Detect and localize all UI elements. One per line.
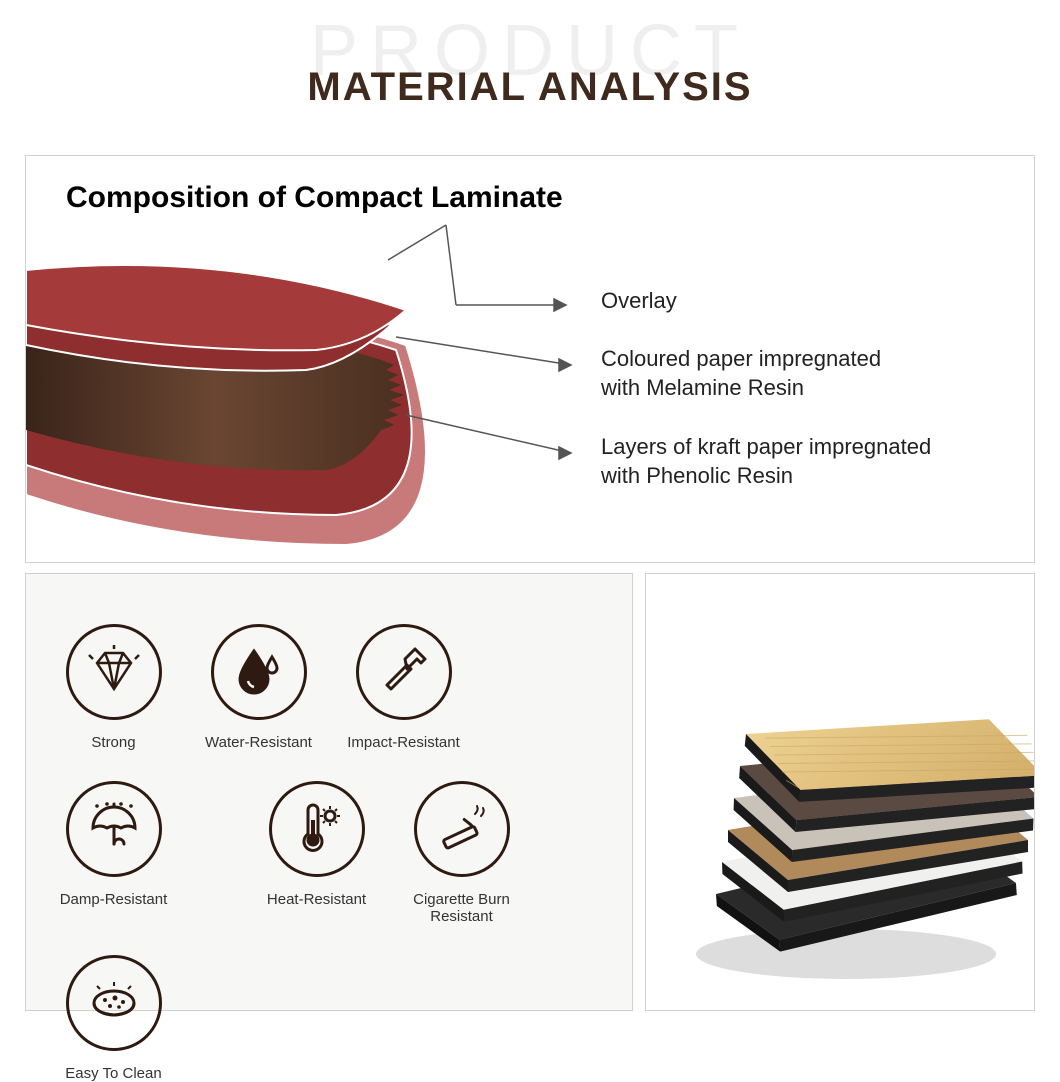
composition-panel: Composition of Compact Laminate <box>25 155 1035 563</box>
sponge-icon <box>66 955 162 1051</box>
layer-label-colored-paper: Coloured paper impregnated with Melamine… <box>601 345 881 402</box>
thermometer-icon <box>269 781 365 877</box>
feature-cigarette-burn-resistant: Cigarette Burn Resistant <box>404 781 519 925</box>
feature-label: Easy To Clean <box>56 1065 171 1082</box>
feature-label: Damp-Resistant <box>56 891 171 908</box>
page-title: MATERIAL ANALYSIS <box>0 30 1060 110</box>
board-stack-image <box>646 574 1034 1010</box>
feature-label: Impact-Resistant <box>346 734 461 751</box>
features-panel: Strong Water-Resistant <box>25 573 633 1011</box>
feature-easy-to-clean: Easy To Clean <box>56 955 171 1082</box>
layer-label-overlay: Overlay <box>601 287 677 316</box>
layer-diagram: Overlay Coloured paper impregnated with … <box>26 215 1034 555</box>
hammer-icon <box>356 624 452 720</box>
umbrella-icon <box>66 781 162 877</box>
samples-panel <box>645 573 1035 1011</box>
feature-heat-resistant: Heat-Resistant <box>259 781 374 925</box>
feature-impact-resistant: Impact-Resistant <box>346 624 461 751</box>
feature-water-resistant: Water-Resistant <box>201 624 316 751</box>
feature-damp-resistant: Damp-Resistant <box>56 781 171 925</box>
diamond-icon <box>66 624 162 720</box>
lower-section: Strong Water-Resistant <box>25 573 1035 1011</box>
feature-strong: Strong <box>56 624 171 751</box>
composition-title: Composition of Compact Laminate <box>26 156 1034 215</box>
feature-label: Strong <box>56 734 171 751</box>
feature-label: Cigarette Burn Resistant <box>404 891 519 925</box>
feature-label: Water-Resistant <box>201 734 316 751</box>
header: PRODUCT MATERIAL ANALYSIS <box>0 0 1060 140</box>
cigarette-icon <box>414 781 510 877</box>
drop-icon <box>211 624 307 720</box>
layer-label-kraft-paper: Layers of kraft paper impregnated with P… <box>601 433 931 490</box>
feature-label: Heat-Resistant <box>259 891 374 908</box>
